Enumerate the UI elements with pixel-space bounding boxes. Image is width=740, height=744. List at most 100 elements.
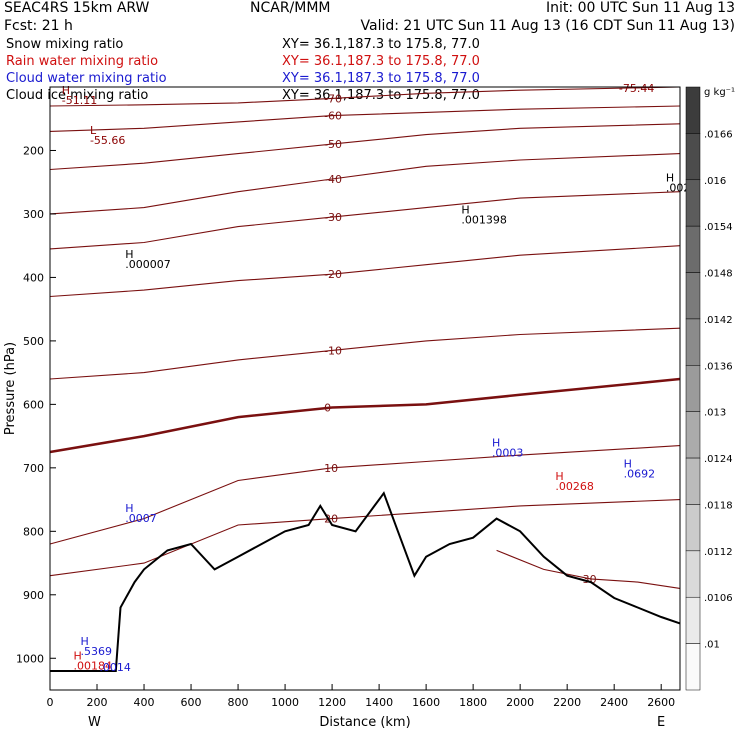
west-label: W: [88, 715, 101, 730]
contour-label: -60: [324, 110, 342, 123]
x-tick-label: 1200: [318, 696, 346, 709]
plot-area: -70-60-50-40-30-20-100102030H-51.11L-55.…: [49, 82, 697, 674]
contour-label: -70: [324, 92, 342, 105]
colorbar-tick-label: .01: [704, 640, 720, 651]
field-xy-range: XY= 36.1,187.3 to 175.8, 77.0: [282, 37, 480, 52]
temperature-contour: [49, 191, 681, 250]
y-tick-label: 1000: [16, 652, 44, 665]
field-xy-range: XY= 36.1,187.3 to 175.8, 77.0: [282, 54, 480, 69]
colorbar-tick-label: .0112: [704, 547, 733, 558]
field-label: Cloud ice mixing ratio: [6, 88, 148, 103]
extremum-value: .00184: [74, 660, 113, 673]
extremum-value: .0014: [99, 661, 130, 674]
init-time: Init: 00 UTC Sun 11 Aug 13: [546, 0, 735, 16]
temperature-contour: [49, 123, 681, 171]
y-tick-label: 800: [23, 525, 44, 538]
axes: 0 200 400 600 800 1000 1200 1400 1600 1800 2000 220…: [3, 86, 681, 730]
colorbar-segment: [685, 225, 701, 273]
x-tick-label: 1600: [412, 696, 440, 709]
colorbar-segment: [685, 550, 701, 598]
temperature-contour: [49, 86, 681, 107]
colorbar-tick-label: .0106: [704, 593, 733, 604]
extremum-marker: H: [125, 248, 133, 261]
extremum-marker: H: [461, 203, 469, 216]
y-tick-label: 700: [23, 462, 44, 475]
colorbar-segment: [685, 457, 701, 505]
extremum-value: .0003: [492, 446, 524, 459]
x-tick-label: 200: [87, 696, 108, 709]
contour-label: -30: [324, 211, 342, 224]
east-label: E: [657, 715, 665, 730]
colorbar-tick-label: .0118: [704, 500, 733, 511]
colorbar-tick-label: .013: [704, 408, 726, 419]
colorbar-segment: [685, 86, 701, 134]
temperature-contour: [496, 549, 681, 589]
extremum-marker: H: [555, 470, 563, 483]
temperature-contour: [49, 499, 681, 577]
y-axis-label: Pressure (hPa): [3, 342, 18, 435]
colorbar-tick-label: .0136: [704, 361, 733, 372]
extremum-value: -55.66: [90, 134, 125, 147]
valid-time: Valid: 21 UTC Sun 11 Aug 13 (16 CDT Sun …: [361, 18, 735, 34]
model-title: SEAC4RS 15km ARW: [4, 0, 150, 16]
colorbar-tick-label: .0154: [704, 222, 733, 233]
x-tick-label: 800: [228, 696, 249, 709]
x-tick-label: 1000: [271, 696, 299, 709]
temperature-contour: [49, 445, 681, 545]
colorbar-segment: [685, 643, 701, 691]
colorbar-unit: g kg⁻¹: [704, 87, 735, 98]
x-tick-label: 0: [47, 696, 54, 709]
colorbar-segment: [685, 272, 701, 320]
extremum-marker: H: [492, 436, 500, 449]
terrain-line: [50, 491, 681, 672]
org-title: NCAR/MMM: [250, 0, 331, 16]
forecast-hour: Fcst: 21 h: [4, 18, 73, 34]
field-legend: Snow mixing ratio XY= 36.1,187.3 to 175.8…: [6, 37, 480, 103]
extremum-value: .001398: [461, 213, 507, 226]
x-tick-label: 600: [181, 696, 202, 709]
colorbar-segment: [685, 133, 701, 181]
y-tick-label: 900: [23, 589, 44, 602]
x-tick-label: 1800: [459, 696, 487, 709]
x-tick-label: 2600: [647, 696, 675, 709]
y-tick-label: 600: [23, 398, 44, 411]
colorbar-segment: [685, 179, 701, 227]
contour-label: 0: [324, 402, 331, 415]
colorbar-tick-label: .0142: [704, 315, 733, 326]
plot-frame: [49, 86, 681, 691]
temperature-contour: [49, 105, 681, 132]
colorbar: g kg⁻¹ .0166 .016 .0154 .0148 .0142 .0136 .013.…: [685, 86, 735, 691]
temperature-contour: [49, 153, 681, 215]
x-tick-label: 2400: [600, 696, 628, 709]
colorbar-segment: [685, 504, 701, 552]
extremum-marker: L: [90, 124, 97, 137]
extremum-marker: H: [666, 172, 674, 185]
temperature-contour: [49, 327, 681, 380]
y-tick-label: 500: [23, 335, 44, 348]
temperature-contour: [49, 245, 681, 298]
extremum-value: .0692: [624, 467, 656, 480]
x-tick-label: 2200: [553, 696, 581, 709]
extremum-value: .000007: [125, 258, 171, 271]
extremum-marker: H: [81, 635, 89, 648]
field-label: Cloud water mixing ratio: [6, 71, 167, 86]
colorbar-tick-label: .0166: [704, 129, 733, 140]
contour-label: -10: [324, 344, 342, 357]
colorbar-segment: [685, 365, 701, 412]
colorbar-tick-label: .016: [704, 176, 726, 187]
contour-label: -50: [324, 138, 342, 151]
colorbar-segment: [685, 411, 701, 459]
colorbar-segment: [685, 596, 701, 644]
extremum-value: -51.11: [62, 94, 97, 107]
extremum-value: .5369: [81, 645, 113, 658]
colorbar-tick-label: .0124: [704, 454, 733, 465]
field-xy-range: XY= 36.1,187.3 to 175.8, 77.0: [282, 71, 480, 86]
temperature-contour: [49, 377, 681, 454]
x-tick-label: 1400: [365, 696, 393, 709]
x-tick-label: 2000: [506, 696, 534, 709]
extremum-value: -75.44: [619, 82, 654, 95]
contour-label: 10: [324, 462, 338, 475]
field-label: Rain water mixing ratio: [6, 54, 158, 69]
